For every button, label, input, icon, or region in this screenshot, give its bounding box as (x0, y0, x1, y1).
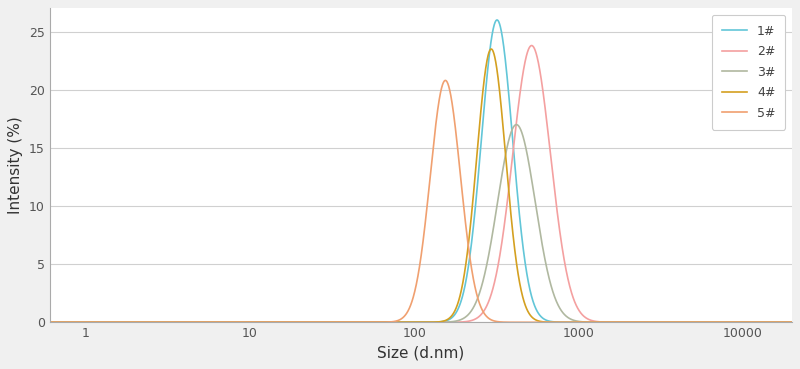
2# (32, 320, 42, 324)
1# (120, 320, 130, 324)
4# (166, 320, 175, 324)
4# (327, 320, 337, 324)
2# (120, 320, 130, 324)
4# (705, 320, 714, 324)
3# (166, 320, 175, 324)
1# (492, 18, 502, 22)
Line: 4#: 4# (37, 49, 800, 322)
X-axis label: Size (d.nm): Size (d.nm) (377, 346, 464, 361)
Line: 5#: 5# (37, 80, 800, 322)
Line: 2#: 2# (37, 45, 800, 322)
3# (705, 320, 714, 324)
3# (327, 320, 337, 324)
3# (511, 123, 521, 127)
3# (120, 320, 130, 324)
1# (361, 320, 370, 324)
2# (788, 320, 798, 324)
5# (441, 78, 450, 83)
2# (705, 320, 714, 324)
Line: 1#: 1# (37, 20, 800, 322)
2# (327, 320, 337, 324)
3# (32, 320, 42, 324)
2# (166, 320, 175, 324)
5# (166, 320, 175, 324)
5# (120, 320, 130, 324)
4# (120, 320, 130, 324)
5# (788, 320, 798, 324)
5# (705, 320, 714, 324)
3# (361, 320, 370, 324)
4# (361, 320, 370, 324)
1# (166, 320, 175, 324)
3# (788, 320, 798, 324)
2# (361, 320, 370, 324)
1# (705, 320, 714, 324)
Line: 3#: 3# (37, 125, 800, 322)
Legend: 1#, 2#, 3#, 4#, 5#: 1#, 2#, 3#, 4#, 5# (712, 15, 786, 130)
4# (486, 47, 496, 51)
2# (527, 43, 537, 48)
5# (361, 320, 370, 324)
4# (32, 320, 42, 324)
1# (32, 320, 42, 324)
5# (327, 320, 337, 324)
1# (327, 320, 337, 324)
1# (788, 320, 798, 324)
4# (788, 320, 798, 324)
5# (32, 320, 42, 324)
Y-axis label: Intensity (%): Intensity (%) (8, 116, 23, 214)
